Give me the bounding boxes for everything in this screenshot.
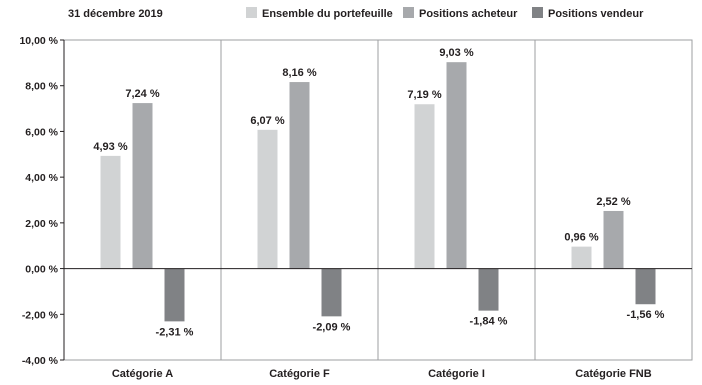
data-label: -1,84 % [470,316,508,328]
data-label: -1,56 % [627,309,665,321]
data-label: 8,16 % [282,67,316,79]
data-label: 6,07 % [250,115,284,127]
data-label: -2,31 % [156,326,194,338]
bar [635,268,656,305]
bar [257,129,278,269]
data-label: 4,93 % [93,141,127,153]
legend: Ensemble du portefeuille Positions achete… [246,7,644,20]
legend-swatch [246,7,257,18]
x-tick-label: Catégorie FNB [575,368,651,380]
bar [321,268,342,317]
bar [132,103,153,269]
legend-label: Positions vendeur [548,8,644,20]
y-tick-label: 6,00 % [25,126,58,138]
bar [289,82,310,269]
bar [571,246,592,269]
y-tick-label: 8,00 % [25,81,58,93]
bar [414,104,435,269]
data-label: 0,96 % [564,232,598,244]
x-axis: Catégorie A Catégorie F Catégorie I Catégor… [112,368,652,380]
legend-label: Ensemble du portefeuille [262,8,393,20]
legend-swatch [403,7,414,18]
x-tick-label: Catégorie A [112,368,173,380]
y-tick-label: 0,00 % [25,264,58,276]
data-label: 7,19 % [407,89,441,101]
y-tick-label: 2,00 % [25,218,58,230]
bar [100,155,121,269]
bar [164,268,185,322]
y-axis: 10,00 % 8,00 % 6,00 % 4,00 % 2,00 % 0,00 % -2,… [19,35,65,367]
legend-label: Positions acheteur [419,8,518,20]
y-tick-label: 4,00 % [25,172,58,184]
y-tick-label: -2,00 % [22,309,59,321]
bar [446,62,467,269]
y-tick-label: 10,00 % [19,35,58,47]
bar [478,268,499,311]
data-label: 9,03 % [439,47,473,59]
bar [603,210,624,269]
x-tick-label: Catégorie I [428,368,485,380]
bars: 4,93 % 7,24 % -2,31 % 6,07 % 8,16 % -2,09 % 7,… [64,47,692,338]
legend-swatch [532,7,543,18]
x-tick-label: Catégorie F [269,368,330,380]
data-label: 2,52 % [596,196,630,208]
y-tick-label: -4,00 % [22,355,59,367]
data-label: -2,09 % [313,321,351,333]
chart-title: 31 décembre 2019 [68,8,163,20]
data-label: 7,24 % [125,88,159,100]
